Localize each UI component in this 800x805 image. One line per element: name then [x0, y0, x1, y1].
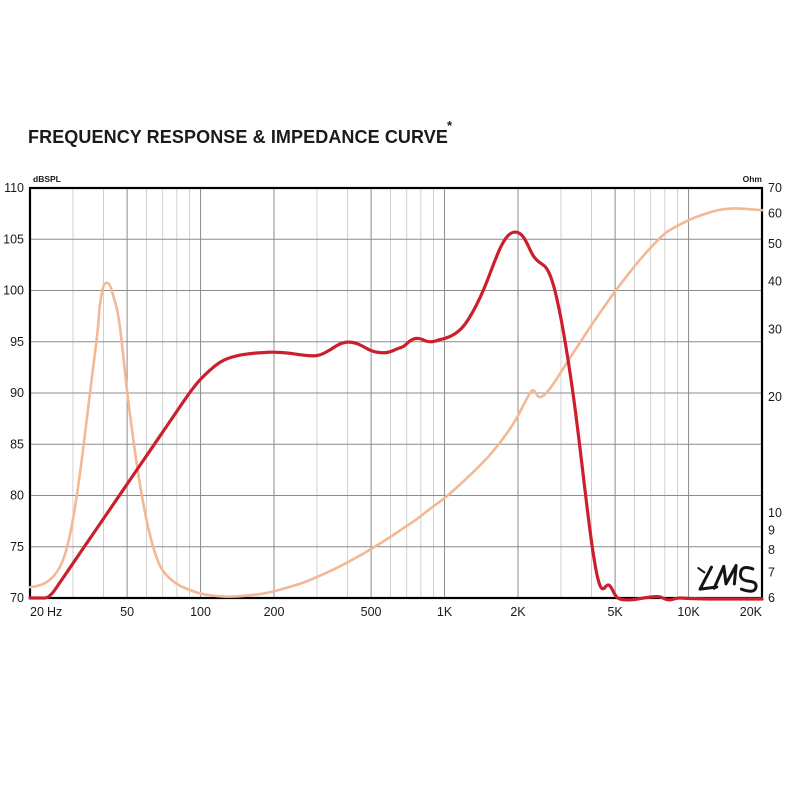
svg-text:75: 75 — [10, 540, 24, 554]
svg-text:70: 70 — [10, 591, 24, 605]
svg-text:50: 50 — [768, 237, 782, 251]
svg-text:Ohm: Ohm — [743, 174, 763, 184]
svg-text:1K: 1K — [437, 605, 453, 619]
svg-text:90: 90 — [10, 386, 24, 400]
svg-text:500: 500 — [361, 605, 382, 619]
svg-text:10K: 10K — [677, 605, 700, 619]
svg-text:20K: 20K — [740, 605, 763, 619]
svg-text:50: 50 — [120, 605, 134, 619]
svg-text:9: 9 — [768, 523, 775, 537]
svg-text:110: 110 — [4, 181, 24, 195]
svg-text:60: 60 — [768, 207, 782, 221]
svg-text:10: 10 — [768, 506, 782, 520]
svg-text:5K: 5K — [607, 605, 623, 619]
svg-text:20: 20 — [30, 605, 44, 619]
svg-text:95: 95 — [10, 335, 24, 349]
svg-text:7: 7 — [768, 565, 775, 579]
svg-text:8: 8 — [768, 543, 775, 557]
svg-text:30: 30 — [768, 322, 782, 336]
svg-text:40: 40 — [768, 274, 782, 288]
svg-text:105: 105 — [3, 232, 24, 246]
svg-text:6: 6 — [768, 591, 775, 605]
svg-text:Hz: Hz — [47, 605, 62, 619]
svg-text:20: 20 — [768, 390, 782, 404]
svg-text:80: 80 — [10, 489, 24, 503]
svg-text:70: 70 — [768, 181, 782, 195]
svg-text:100: 100 — [3, 284, 24, 298]
svg-text:100: 100 — [190, 605, 211, 619]
svg-text:2K: 2K — [510, 605, 526, 619]
svg-text:200: 200 — [264, 605, 285, 619]
svg-text:85: 85 — [10, 437, 24, 451]
svg-text:dBSPL: dBSPL — [33, 174, 61, 184]
